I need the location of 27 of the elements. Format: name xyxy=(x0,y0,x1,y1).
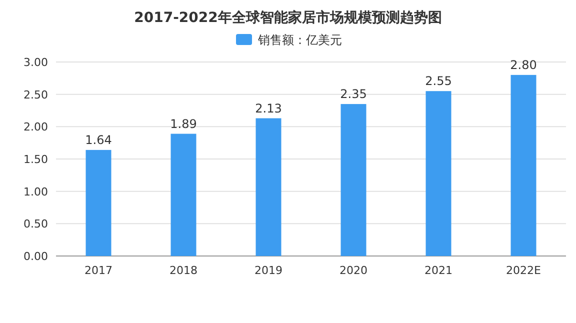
y-tick-label: 3.00 xyxy=(24,56,48,69)
chart-title: 2017-2022年全球智能家居市场规模预测趋势图 xyxy=(134,9,442,26)
bar xyxy=(256,118,282,256)
y-tick-label: 2.50 xyxy=(24,88,48,102)
y-tick-label: 0.00 xyxy=(24,250,48,263)
data-label: 1.64 xyxy=(85,132,112,147)
x-tick-label: 2021 xyxy=(424,264,452,277)
x-tick-label: 2022E xyxy=(506,264,542,277)
y-tick-label: 1.50 xyxy=(24,153,48,166)
legend-label: 销售额：亿美元 xyxy=(257,33,342,47)
bar xyxy=(340,104,366,256)
x-tick-label: 2017 xyxy=(84,264,112,277)
data-label: 1.89 xyxy=(170,116,197,131)
x-tick-label: 2018 xyxy=(170,264,198,277)
y-tick-label: 1.00 xyxy=(24,185,48,198)
y-tick-label: 2.00 xyxy=(24,120,48,134)
data-label: 2.55 xyxy=(425,74,452,88)
x-tick-label: 2019 xyxy=(254,264,282,277)
data-label: 2.80 xyxy=(510,58,537,72)
bar xyxy=(86,150,112,256)
y-tick-label: 0.50 xyxy=(24,218,48,231)
bar xyxy=(170,134,196,256)
bar xyxy=(426,91,452,256)
data-label: 2.35 xyxy=(340,87,367,102)
x-tick-label: 2020 xyxy=(340,264,368,277)
bar xyxy=(510,74,536,256)
data-label: 2.13 xyxy=(255,101,282,116)
